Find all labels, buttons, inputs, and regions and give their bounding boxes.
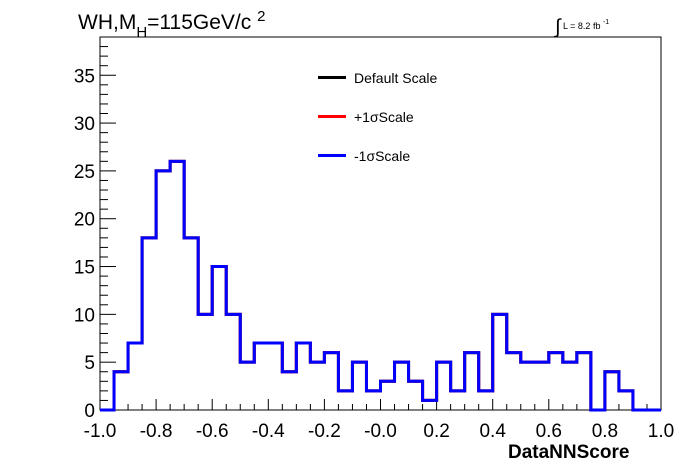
x-tick-label: -1.0 xyxy=(84,421,117,442)
x-tick-label: 0.6 xyxy=(536,421,562,442)
legend-label-minus1sigma: -1σScale xyxy=(354,147,411,164)
x-tick-label: 0.4 xyxy=(479,421,506,442)
x-tick-label: 1.0 xyxy=(648,421,674,442)
y-tick-label: 25 xyxy=(74,162,95,183)
legend-swatch-default xyxy=(318,76,346,79)
x-tick-label: -0.6 xyxy=(196,421,229,442)
y-tick-label: 35 xyxy=(74,66,95,87)
legend-swatch-plus1sigma xyxy=(318,115,346,118)
legend-swatch-minus1sigma xyxy=(318,154,346,157)
luminosity-text: L = 8.2 fb xyxy=(563,21,601,31)
title-superscript: 2 xyxy=(257,8,266,25)
y-tick-label: 15 xyxy=(74,258,95,279)
legend-label-plus1sigma: +1σScale xyxy=(354,108,414,125)
y-tick-label: 20 xyxy=(74,210,95,231)
legend-item-default: Default Scale xyxy=(318,58,437,97)
x-tick-label: 0.8 xyxy=(592,421,618,442)
x-tick-label: -0.0 xyxy=(364,421,397,442)
legend-item-minus1sigma: -1σScale xyxy=(318,136,437,175)
title-mass: =115GeV/c xyxy=(147,11,252,34)
y-tick-label: 5 xyxy=(84,353,95,374)
legend: Default Scale +1σScale -1σScale xyxy=(318,58,437,175)
legend-item-plus1sigma: +1σScale xyxy=(318,97,437,136)
title-subscript: H xyxy=(136,24,148,41)
integral-symbol: ∫ xyxy=(555,16,561,38)
chart-title: WH,MH=115GeV/c 2 xyxy=(78,8,266,41)
series-line-2 xyxy=(100,159,661,412)
x-tick-label: -0.2 xyxy=(308,421,341,442)
luminosity-label: ∫ L = 8.2 fb -1 xyxy=(555,12,610,38)
x-tick-label: 0.2 xyxy=(423,421,449,442)
y-tick-label: 30 xyxy=(74,114,95,135)
x-axis-label: DataNNScore xyxy=(508,442,630,463)
luminosity-unit-superscript: -1 xyxy=(602,19,610,26)
y-tick-label: 10 xyxy=(74,305,95,326)
title-prefix: WH,M xyxy=(78,11,137,34)
legend-label-default: Default Scale xyxy=(354,69,438,86)
x-tick-label: -0.8 xyxy=(140,421,173,442)
y-tick-label: 0 xyxy=(84,401,95,422)
x-tick-label: -0.4 xyxy=(252,421,285,442)
